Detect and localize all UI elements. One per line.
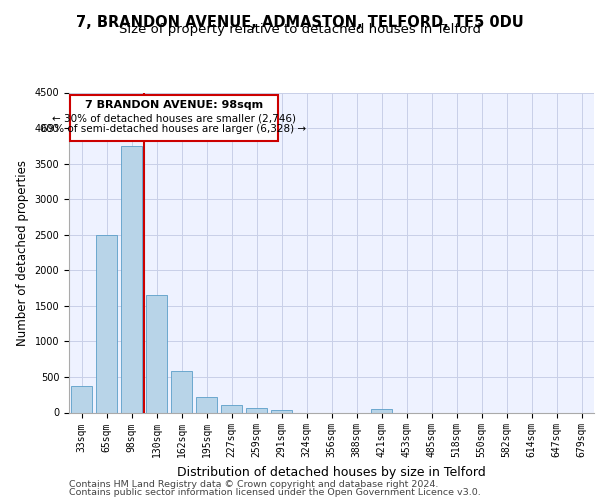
Bar <box>246 408 267 412</box>
Bar <box>146 295 167 412</box>
Text: 7, BRANDON AVENUE, ADMASTON, TELFORD, TF5 0DU: 7, BRANDON AVENUE, ADMASTON, TELFORD, TF… <box>76 15 524 30</box>
Bar <box>171 370 192 412</box>
Y-axis label: Number of detached properties: Number of detached properties <box>16 160 29 346</box>
Bar <box>71 386 92 412</box>
Text: Size of property relative to detached houses in Telford: Size of property relative to detached ho… <box>119 22 481 36</box>
FancyBboxPatch shape <box>70 94 278 141</box>
X-axis label: Distribution of detached houses by size in Telford: Distribution of detached houses by size … <box>177 466 486 479</box>
Text: ← 30% of detached houses are smaller (2,746): ← 30% of detached houses are smaller (2,… <box>52 113 296 123</box>
Text: 69% of semi-detached houses are larger (6,328) →: 69% of semi-detached houses are larger (… <box>41 124 307 134</box>
Text: Contains HM Land Registry data © Crown copyright and database right 2024.: Contains HM Land Registry data © Crown c… <box>69 480 439 489</box>
Bar <box>121 146 142 412</box>
Bar <box>96 234 117 412</box>
Bar <box>271 410 292 412</box>
Bar <box>221 405 242 412</box>
Bar <box>371 408 392 412</box>
Bar <box>196 397 217 412</box>
Text: 7 BRANDON AVENUE: 98sqm: 7 BRANDON AVENUE: 98sqm <box>85 100 263 110</box>
Text: Contains public sector information licensed under the Open Government Licence v3: Contains public sector information licen… <box>69 488 481 497</box>
